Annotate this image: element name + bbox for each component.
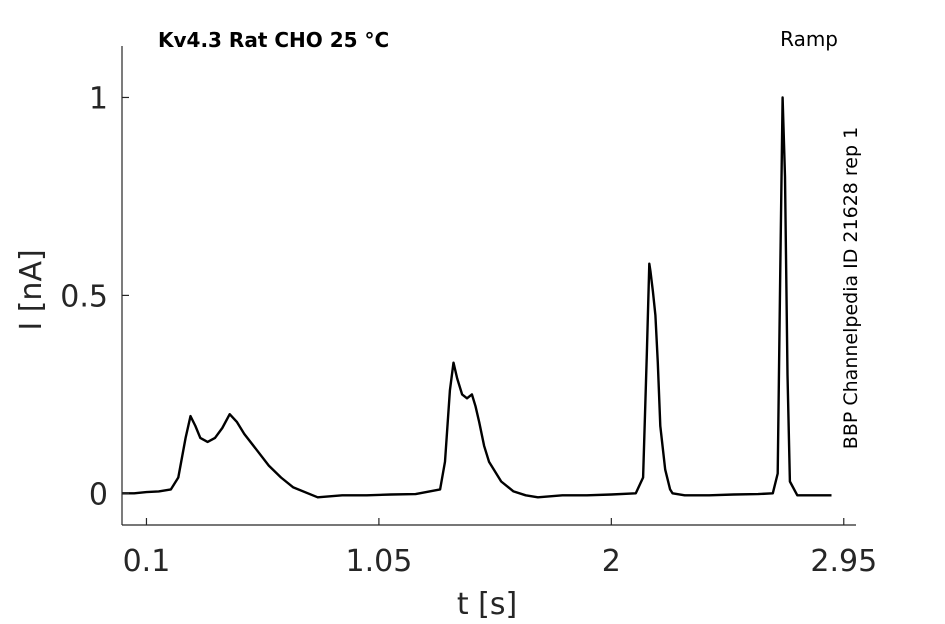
current-trace-line xyxy=(122,96,832,499)
x-tick-label: 2.95 xyxy=(810,544,877,579)
chart-title: Kv4.3 Rat CHO 25 °C xyxy=(158,28,389,52)
protocol-label: Ramp xyxy=(780,27,838,51)
y-axis-ticks: 00.51 xyxy=(60,81,129,512)
y-tick-label: 0.5 xyxy=(60,279,108,314)
x-tick-label: 2 xyxy=(602,544,621,579)
y-tick-label: 0 xyxy=(89,477,108,512)
x-tick-label: 0.1 xyxy=(123,544,171,579)
x-tick-label: 1.05 xyxy=(346,544,413,579)
y-axis-title: I [nA] xyxy=(14,249,49,330)
channelpedia-id-label: BBP Channelpedia ID 21628 rep 1 xyxy=(840,127,862,449)
y-tick-label: 1 xyxy=(89,81,108,116)
x-axis-title: t [s] xyxy=(457,587,517,622)
plot-area xyxy=(122,96,832,499)
x-axis-ticks: 0.1 1.05 2 2.95 xyxy=(123,518,877,579)
